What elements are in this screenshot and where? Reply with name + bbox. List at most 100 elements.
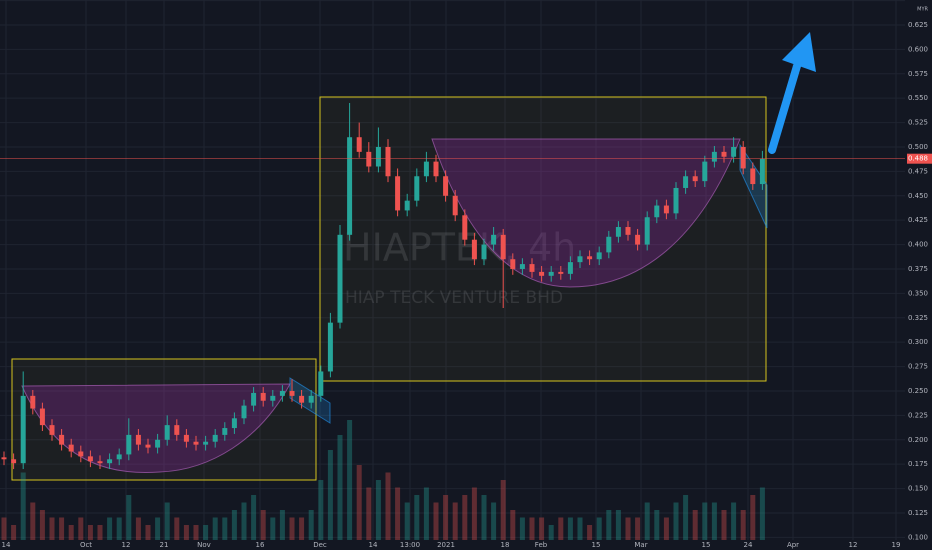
volume-bar: [404, 502, 410, 540]
y-tick-label: 0.375: [908, 265, 928, 273]
volume-bar: [750, 495, 756, 540]
candle-body: [510, 259, 516, 269]
volume-bar: [126, 495, 132, 540]
candle-body: [49, 425, 55, 435]
grid: [0, 0, 905, 540]
candle-body: [270, 395, 276, 401]
volume-bar: [164, 502, 170, 540]
candle-body: [625, 227, 631, 235]
volume-bar: [270, 517, 276, 540]
candle-body: [740, 146, 746, 169]
candle-body: [491, 234, 497, 245]
volume-bar: [308, 510, 314, 540]
volume-bar: [683, 495, 689, 540]
candle-body: [471, 239, 477, 260]
x-tick-label: Oct: [80, 541, 92, 549]
y-tick-label: 0.225: [908, 411, 928, 419]
candle-body: [539, 271, 545, 276]
volume-bar: [452, 502, 458, 540]
volume-bar: [241, 502, 247, 540]
y-tick-label: 0.125: [908, 509, 928, 517]
candle-body: [423, 161, 429, 177]
volume-bar: [59, 517, 65, 540]
candle-body: [404, 200, 410, 211]
volume-bar: [539, 517, 545, 540]
volume-bar: [145, 525, 151, 540]
y-tick-label: 0.300: [908, 338, 928, 346]
y-tick-label: 0.400: [908, 241, 928, 249]
candle-body: [673, 187, 679, 214]
cup: [21, 383, 291, 474]
candle-body: [183, 434, 189, 442]
volume-bar: [222, 517, 228, 540]
volume-bar: [519, 517, 525, 540]
candle-body: [462, 215, 468, 240]
candle-body: [241, 405, 247, 419]
candle-body: [683, 176, 689, 188]
volume-bar: [462, 495, 468, 540]
candle-body: [251, 392, 257, 406]
candle-body: [107, 459, 113, 464]
x-tick-label: 15: [702, 541, 711, 549]
volume-bar: [347, 420, 353, 540]
candle-body: [231, 418, 237, 429]
candle-body: [145, 444, 151, 448]
candle-body: [11, 459, 17, 464]
x-tick-label: 13:00: [400, 541, 420, 549]
candle-body: [308, 395, 314, 403]
x-tick-label: Nov: [197, 541, 211, 549]
candle-body: [318, 371, 324, 396]
x-tick-label: Feb: [535, 541, 548, 549]
candle-body: [68, 444, 74, 452]
volume-bar: [260, 510, 266, 540]
candle-body: [366, 151, 372, 167]
volume-bar: [39, 510, 45, 540]
candle-body: [222, 428, 228, 435]
x-tick-label: 12: [122, 541, 131, 549]
volume-bar: [529, 517, 535, 540]
currency: MYR: [917, 7, 928, 13]
candle-body: [529, 264, 535, 272]
y-tick-label: 0.450: [908, 192, 928, 200]
watermark-title: HIAPTEK, 4h: [343, 226, 576, 270]
candle-body: [375, 146, 381, 167]
candle-body: [87, 456, 93, 462]
volume-bar: [385, 472, 391, 540]
volume-bar: [423, 487, 429, 540]
volume-bar: [663, 517, 669, 540]
volume-bar: [692, 510, 698, 540]
volume-bar: [500, 480, 506, 540]
candle-body: [750, 168, 756, 185]
watermark-subtitle: HIAP TECK VENTURE BHD: [345, 288, 563, 308]
volume-bar: [443, 495, 449, 540]
volume-bar: [251, 495, 257, 540]
volume-bar: [481, 495, 487, 540]
y-tick-label: 0.275: [908, 363, 928, 371]
volume-bar: [596, 517, 602, 540]
candle-body: [731, 146, 737, 157]
candle-body: [702, 161, 708, 182]
y-tick-label: 0.425: [908, 216, 928, 224]
volume-bar: [558, 517, 564, 540]
volume-bar: [68, 525, 74, 540]
volume-bar: [11, 525, 17, 540]
volume-bar: [337, 435, 343, 540]
y-tick-label: 0.550: [908, 94, 928, 102]
candle-body: [452, 195, 458, 216]
volume-bar: [587, 525, 593, 540]
candles: [1, 103, 765, 540]
candle-body: [203, 441, 209, 445]
volume-bar: [174, 517, 180, 540]
volume-bar: [577, 517, 583, 540]
volume-bar: [366, 487, 372, 540]
y-tick-label: 0.625: [908, 21, 928, 29]
x-tick-label: 12: [849, 541, 858, 549]
volume-bar: [759, 487, 765, 540]
y-tick-label: 0.200: [908, 436, 928, 444]
volume-bar: [433, 502, 439, 540]
volume-bar: [193, 525, 199, 540]
volume-bar: [414, 495, 420, 540]
candle-body: [500, 234, 506, 260]
x-tick-label: Mar: [634, 541, 647, 549]
x-tick-label: 15: [592, 541, 601, 549]
